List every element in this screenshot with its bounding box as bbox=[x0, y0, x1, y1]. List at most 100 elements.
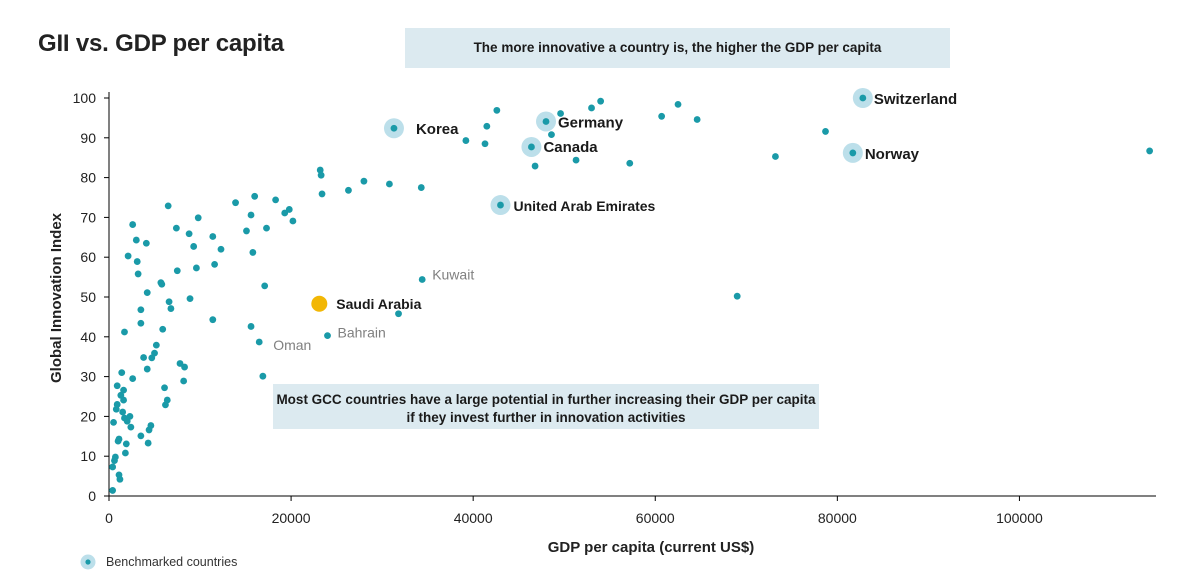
point-label-oman: Oman bbox=[273, 337, 311, 353]
point-labels: Switzerland Norway Korea Germany Canada Unite… bbox=[273, 91, 957, 353]
data-point bbox=[285, 206, 293, 213]
y-tick-label: 40 bbox=[80, 329, 96, 345]
data-point bbox=[263, 224, 270, 232]
x-tick-label: 40000 bbox=[454, 510, 493, 526]
data-point-germany bbox=[542, 118, 550, 125]
data-point bbox=[172, 224, 180, 232]
data-point bbox=[243, 227, 250, 235]
data-point bbox=[120, 386, 127, 394]
y-tick-label: 70 bbox=[80, 209, 96, 225]
data-point bbox=[572, 156, 580, 164]
data-point bbox=[211, 260, 219, 268]
data-point bbox=[137, 319, 145, 327]
benchmark-legend-icon bbox=[80, 554, 96, 570]
data-point bbox=[318, 190, 326, 198]
legend-label: Benchmarked countries bbox=[106, 555, 238, 569]
data-point bbox=[129, 221, 137, 228]
data-point bbox=[209, 316, 217, 324]
data-point bbox=[140, 354, 147, 361]
data-point bbox=[395, 310, 402, 318]
data-point bbox=[132, 236, 140, 244]
x-tick-label: 0 bbox=[105, 510, 113, 526]
data-point-norway bbox=[849, 149, 857, 157]
point-label-united-arab-emirates: United Arab Emirates bbox=[513, 198, 655, 214]
data-point bbox=[249, 249, 257, 256]
data-point bbox=[217, 245, 225, 253]
data-point bbox=[209, 233, 217, 240]
data-point bbox=[161, 384, 168, 392]
data-point bbox=[185, 230, 193, 238]
point-label-bahrain: Bahrain bbox=[338, 325, 386, 341]
x-tick-label: 80000 bbox=[818, 510, 857, 526]
data-point bbox=[110, 418, 117, 426]
data-point bbox=[145, 426, 153, 434]
data-point bbox=[822, 128, 829, 135]
data-point bbox=[111, 457, 118, 464]
y-tick-label: 60 bbox=[80, 249, 96, 265]
data-point bbox=[193, 264, 200, 272]
data-point bbox=[557, 110, 564, 117]
data-point bbox=[117, 391, 125, 399]
data-point-bahrain bbox=[324, 332, 331, 340]
point-label-canada: Canada bbox=[543, 139, 598, 156]
data-point bbox=[481, 140, 489, 148]
data-point bbox=[127, 423, 135, 431]
y-tick-label: 100 bbox=[73, 90, 97, 106]
data-point bbox=[272, 196, 280, 204]
y-tick-label: 0 bbox=[88, 488, 96, 504]
data-point bbox=[176, 360, 184, 367]
data-point bbox=[531, 162, 539, 170]
data-point bbox=[181, 363, 188, 371]
y-tick-label: 50 bbox=[80, 289, 96, 305]
data-point bbox=[261, 282, 269, 290]
data-point bbox=[386, 180, 393, 188]
data-point bbox=[483, 122, 491, 130]
data-point bbox=[247, 323, 255, 330]
data-point bbox=[115, 471, 123, 479]
data-point bbox=[124, 252, 132, 260]
data-point bbox=[180, 377, 188, 385]
point-label-korea: Korea bbox=[416, 121, 459, 138]
data-points bbox=[109, 94, 1154, 494]
data-point bbox=[142, 239, 150, 247]
data-point bbox=[548, 131, 555, 139]
data-point-korea bbox=[390, 124, 398, 132]
data-point bbox=[194, 214, 202, 222]
chart-title: GII vs. GDP per capita bbox=[38, 30, 284, 57]
data-point bbox=[186, 295, 194, 302]
data-point bbox=[232, 199, 239, 207]
data-point bbox=[137, 306, 145, 314]
data-point-oman bbox=[255, 338, 263, 346]
data-point bbox=[119, 408, 127, 416]
data-point bbox=[251, 192, 259, 200]
data-point bbox=[122, 440, 130, 448]
data-point bbox=[143, 365, 151, 373]
point-label-norway: Norway bbox=[865, 146, 920, 163]
data-point-kuwait bbox=[418, 276, 426, 283]
data-point bbox=[148, 354, 156, 362]
data-point bbox=[259, 372, 267, 380]
data-point-canada bbox=[528, 143, 535, 151]
data-point bbox=[121, 449, 129, 457]
data-point bbox=[112, 405, 120, 413]
x-tick-label: 20000 bbox=[272, 510, 311, 526]
data-point bbox=[109, 463, 117, 471]
data-point bbox=[417, 184, 425, 191]
x-tick-label: 60000 bbox=[636, 510, 675, 526]
data-point bbox=[733, 292, 741, 300]
data-point bbox=[674, 100, 682, 108]
data-point bbox=[658, 112, 666, 120]
data-point bbox=[247, 211, 255, 219]
legend: Benchmarked countries bbox=[80, 554, 237, 570]
y-tick-label: 10 bbox=[80, 448, 96, 464]
data-point bbox=[772, 153, 779, 160]
data-point bbox=[173, 267, 181, 275]
data-point bbox=[144, 439, 152, 447]
data-point bbox=[163, 396, 171, 404]
data-point bbox=[114, 437, 122, 445]
data-point bbox=[462, 137, 470, 144]
point-label-saudi-arabia: Saudi Arabia bbox=[336, 296, 421, 312]
data-point bbox=[493, 106, 501, 114]
y-tick-label: 80 bbox=[80, 170, 96, 186]
